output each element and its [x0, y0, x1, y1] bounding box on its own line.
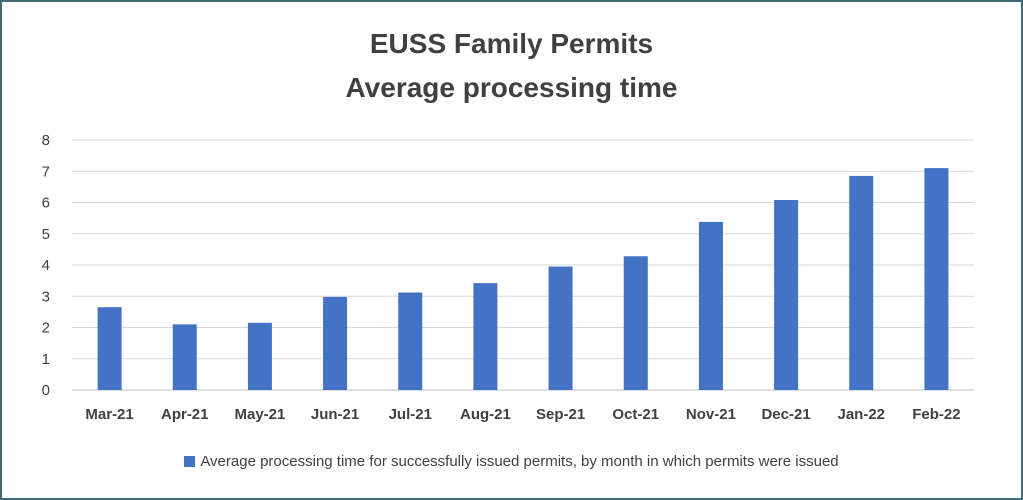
bar-nov-21: [698, 221, 723, 390]
legend-swatch: [184, 455, 196, 467]
legend: Average processing time for successfully…: [2, 453, 1021, 470]
x-tick-label: Jul-21: [389, 406, 432, 423]
y-tick-label: 8: [42, 132, 50, 149]
x-tick-label: Nov-21: [686, 406, 736, 423]
y-tick-label: 2: [42, 320, 50, 337]
y-axis-ticks: 0 1 2 3 4 5 6 7 8: [42, 132, 50, 399]
bar-mar-21: [97, 307, 122, 390]
x-tick-label: Oct-21: [612, 406, 659, 423]
x-tick-label: Jun-21: [311, 406, 359, 423]
x-tick-label: Dec-21: [761, 406, 810, 423]
bars: [97, 168, 949, 390]
y-tick-label: 0: [42, 382, 50, 399]
bar-may-21: [247, 322, 272, 390]
bar-jan-22: [849, 175, 874, 390]
bar-chart: 0 1 2 3 4 5 6 7 8 Mar-21 Apr-21 May-21 Jun-21 Jul-21…: [42, 132, 974, 423]
y-tick-label: 6: [42, 195, 50, 212]
x-tick-label: May-21: [234, 406, 285, 423]
gridlines: [72, 139, 974, 391]
x-tick-label: Mar-21: [85, 406, 133, 423]
bar-sep-21: [548, 266, 573, 390]
bar-dec-21: [774, 200, 799, 390]
chart-title-line-2: Average processing time: [345, 72, 678, 103]
x-tick-label: Feb-22: [912, 406, 960, 423]
y-tick-label: 1: [42, 351, 50, 368]
x-axis-ticks: Mar-21 Apr-21 May-21 Jun-21 Jul-21 Aug-21 Sep-…: [85, 406, 960, 423]
chart-title-line-1: EUSS Family Permits: [369, 28, 654, 59]
x-tick-label: Aug-21: [460, 406, 511, 423]
y-tick-label: 3: [42, 288, 50, 305]
bar-apr-21: [172, 324, 197, 390]
legend-label: Average processing time for successfully…: [200, 453, 839, 470]
y-tick-label: 7: [42, 163, 50, 180]
bar-jul-21: [398, 292, 423, 390]
y-tick-label: 5: [42, 226, 50, 243]
x-tick-label: Jan-22: [837, 406, 885, 423]
y-tick-label: 4: [42, 257, 50, 274]
x-tick-label: Sep-21: [536, 406, 585, 423]
bar-jun-21: [323, 296, 348, 390]
x-tick-label: Apr-21: [161, 406, 209, 423]
bar-oct-21: [623, 256, 648, 390]
bar-aug-21: [473, 283, 498, 390]
bar-feb-22: [924, 168, 949, 390]
